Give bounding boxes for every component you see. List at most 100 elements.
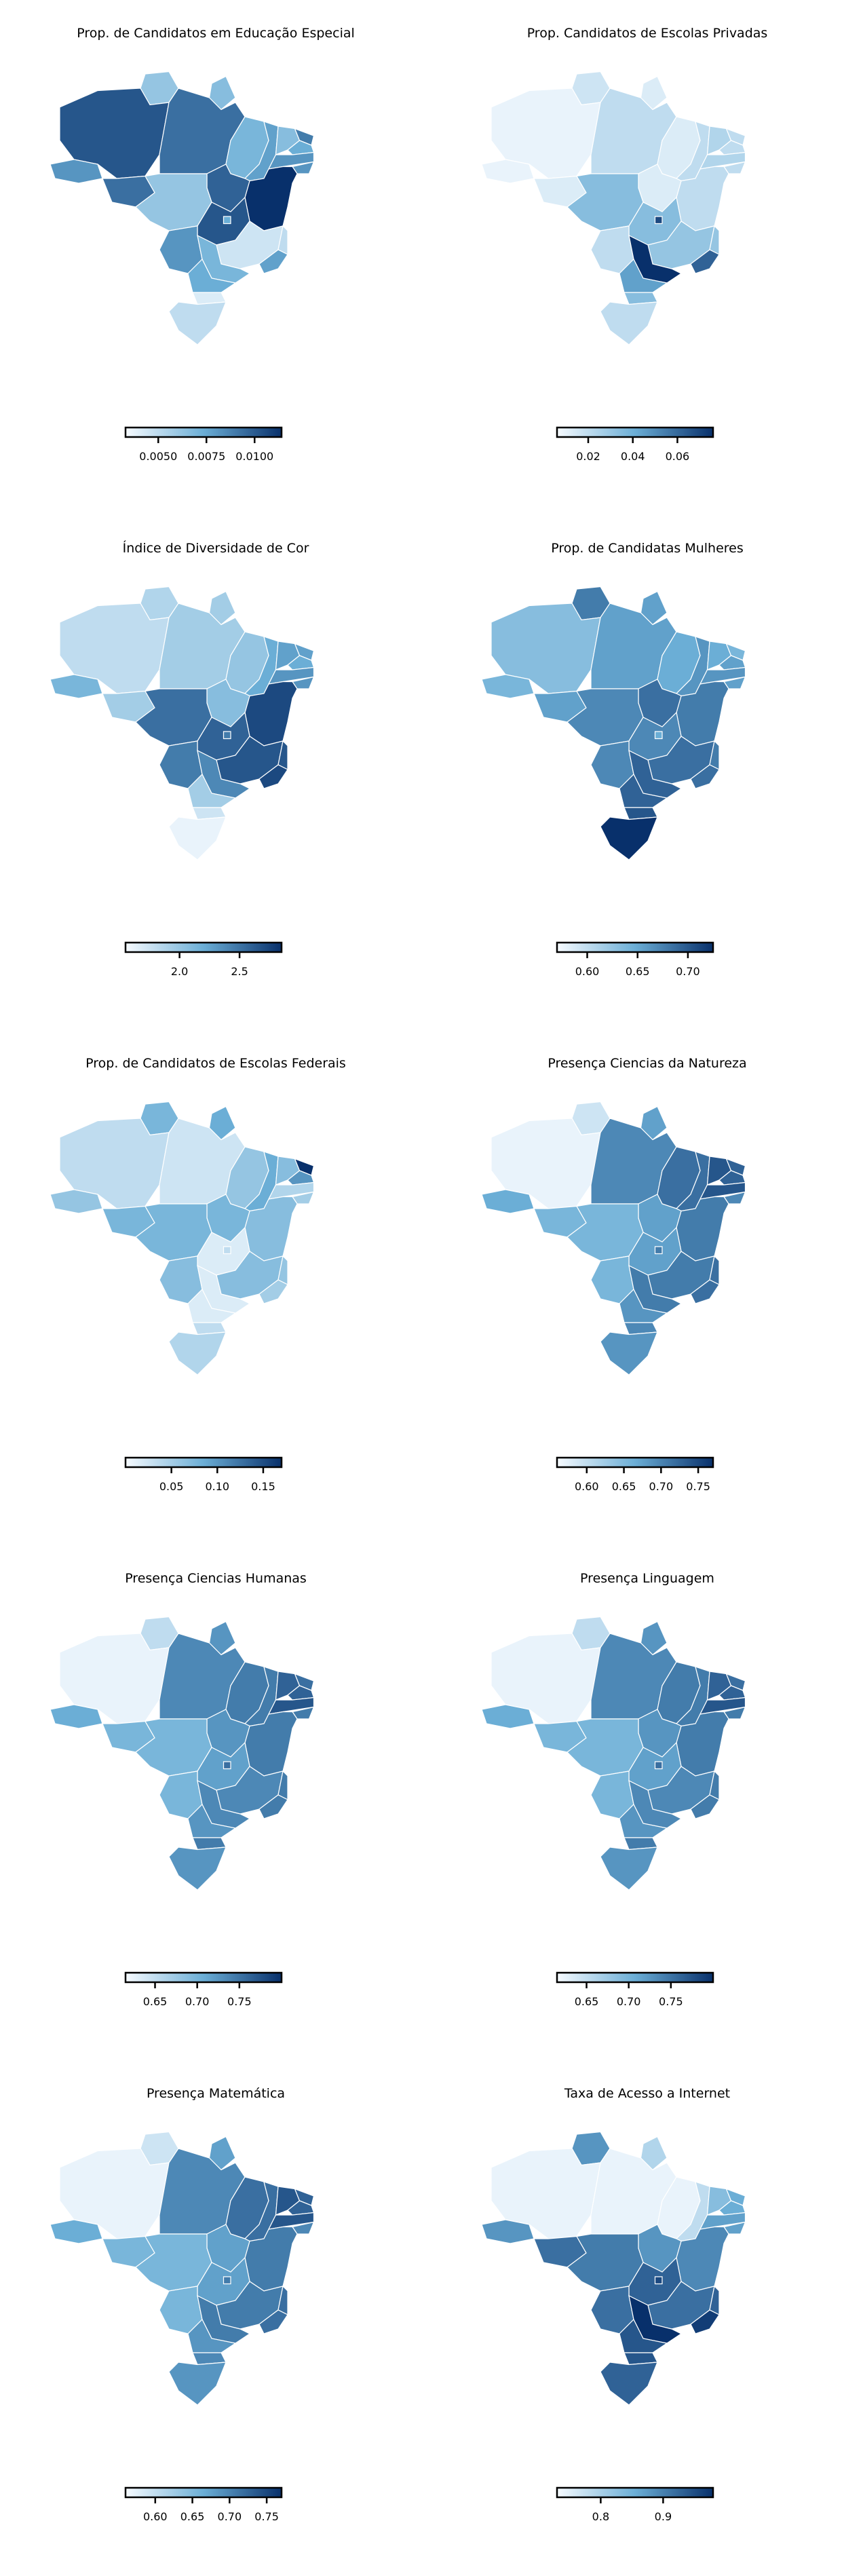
- state-region-rs: [600, 301, 658, 345]
- state-region-am: [59, 1633, 170, 1724]
- panel-title: Prop. de Candidatas Mulheres: [551, 541, 744, 556]
- state-region-am: [59, 1118, 170, 1209]
- state-region-rs: [168, 1331, 227, 1376]
- state-region-pb: [287, 2200, 315, 2216]
- colorbar: 0.60 0.65 0.70: [556, 941, 714, 978]
- brazil-choropleth-map: [50, 586, 315, 860]
- state-region-ap: [640, 1105, 668, 1141]
- map-panel: Presença Linguagem 0.65 0.70 0.75: [432, 1545, 863, 2060]
- brazil-choropleth-map: [481, 2131, 746, 2406]
- colorbar-tick-label: 0.8: [592, 2510, 609, 2523]
- state-region-ap: [640, 1621, 668, 1656]
- panel-title: Prop. de Candidatos em Educação Especial: [77, 26, 355, 41]
- state-region-df: [223, 1761, 231, 1770]
- panel-title: Presença Linguagem: [580, 1571, 714, 1586]
- state-region-pb: [718, 1170, 746, 1186]
- colorbar-gradient: [556, 1971, 714, 1984]
- colorbar-tick-label: 0.0075: [187, 450, 225, 463]
- state-region-rj: [690, 249, 720, 274]
- colorbar-tick-label: 0.04: [621, 450, 645, 463]
- colorbar-tick-label: 0.05: [159, 1480, 184, 1493]
- state-region-rs: [600, 816, 658, 860]
- state-region-rs: [168, 1846, 227, 1891]
- state-region-am: [491, 1118, 601, 1209]
- colorbar-gradient: [124, 941, 283, 953]
- state-region-df: [223, 216, 231, 225]
- panel-title: Presença Ciencias da Natureza: [548, 1056, 747, 1071]
- state-region-df: [654, 1246, 663, 1255]
- state-region-ap: [208, 1621, 236, 1656]
- state-region-rs: [168, 2362, 227, 2406]
- state-region-df: [654, 216, 663, 225]
- colorbar-tick-label: 0.70: [218, 2510, 242, 2523]
- state-region-ap: [208, 1105, 236, 1141]
- state-region-pb: [718, 1685, 746, 1701]
- colorbar: 0.60 0.65 0.70 0.75: [124, 2486, 283, 2523]
- map-panel: Taxa de Acesso a Internet 0.8 0.9: [432, 2060, 863, 2575]
- state-region-rj: [690, 1279, 720, 1304]
- state-region-am: [59, 2148, 170, 2239]
- colorbar: 0.8 0.9: [556, 2486, 714, 2523]
- panel-title: Presença Ciencias Humanas: [125, 1571, 307, 1586]
- state-region-ap: [208, 590, 236, 626]
- state-region-df: [654, 2276, 663, 2285]
- state-region-rj: [258, 1794, 288, 1819]
- state-region-pb: [718, 2200, 746, 2216]
- state-region-rj: [690, 1794, 720, 1819]
- brazil-choropleth-map: [50, 71, 315, 345]
- state-region-am: [59, 603, 170, 694]
- state-region-pb: [718, 140, 746, 155]
- colorbar-tick-label: 0.0100: [235, 450, 273, 463]
- state-region-rj: [690, 2309, 720, 2334]
- colorbar-gradient: [556, 2486, 714, 2499]
- state-region-rj: [258, 764, 288, 789]
- brazil-choropleth-map: [481, 586, 746, 860]
- brazil-choropleth-map: [50, 1616, 315, 1891]
- map-panel: Índice de Diversidade de Cor 2.0 2.5: [0, 515, 432, 1030]
- colorbar-gradient: [556, 426, 714, 438]
- colorbar-tick-label: 2.5: [231, 965, 248, 978]
- colorbar-gradient: [124, 2486, 283, 2499]
- colorbar-tick-label: 0.65: [575, 1995, 599, 2008]
- state-region-pb: [287, 140, 315, 155]
- colorbar: 0.65 0.70 0.75: [556, 1971, 714, 2008]
- colorbar-tick-label: 0.70: [185, 1995, 210, 2008]
- colorbar-tick-label: 2.0: [171, 965, 188, 978]
- colorbar-tick-label: 0.60: [143, 2510, 168, 2523]
- panel-title: Taxa de Acesso a Internet: [564, 2086, 731, 2101]
- colorbar: 0.60 0.65 0.70 0.75: [556, 1456, 714, 1493]
- colorbar-gradient: [556, 1456, 714, 1469]
- colorbar-tick-label: 0.0050: [139, 450, 177, 463]
- colorbar-tick-label: 0.10: [205, 1480, 229, 1493]
- state-region-pb: [287, 1685, 315, 1701]
- state-region-df: [654, 731, 663, 740]
- colorbar-tick-label: 0.75: [227, 1995, 252, 2008]
- state-region-rj: [258, 249, 288, 274]
- colorbar: 0.05 0.10 0.15: [124, 1456, 283, 1493]
- panel-title: Índice de Diversidade de Cor: [122, 541, 309, 556]
- colorbar-tick-label: 0.65: [612, 1480, 636, 1493]
- state-region-pb: [718, 655, 746, 670]
- state-region-df: [223, 2276, 231, 2285]
- state-region-rs: [168, 301, 227, 345]
- colorbar-gradient: [556, 941, 714, 953]
- state-region-df: [654, 1761, 663, 1770]
- state-region-rs: [600, 2362, 658, 2406]
- brazil-choropleth-map: [481, 1616, 746, 1891]
- state-region-am: [491, 2148, 601, 2239]
- panel-title: Presença Matemática: [146, 2086, 286, 2101]
- colorbar-tick-label: 0.70: [676, 965, 700, 978]
- map-panel: Prop. de Candidatos de Escolas Federais 0…: [0, 1030, 432, 1545]
- state-region-ap: [640, 2136, 668, 2171]
- state-region-df: [223, 1246, 231, 1255]
- colorbar-tick-label: 0.60: [575, 965, 600, 978]
- panel-title: Prop. de Candidatos de Escolas Federais: [85, 1056, 346, 1071]
- colorbar-gradient: [124, 1971, 283, 1984]
- state-region-rs: [600, 1331, 658, 1376]
- colorbar-tick-label: 0.60: [575, 1480, 599, 1493]
- state-region-ap: [640, 75, 668, 111]
- state-region-rs: [600, 1846, 658, 1891]
- state-region-am: [491, 88, 601, 179]
- state-region-am: [59, 88, 170, 179]
- state-region-pb: [287, 1170, 315, 1186]
